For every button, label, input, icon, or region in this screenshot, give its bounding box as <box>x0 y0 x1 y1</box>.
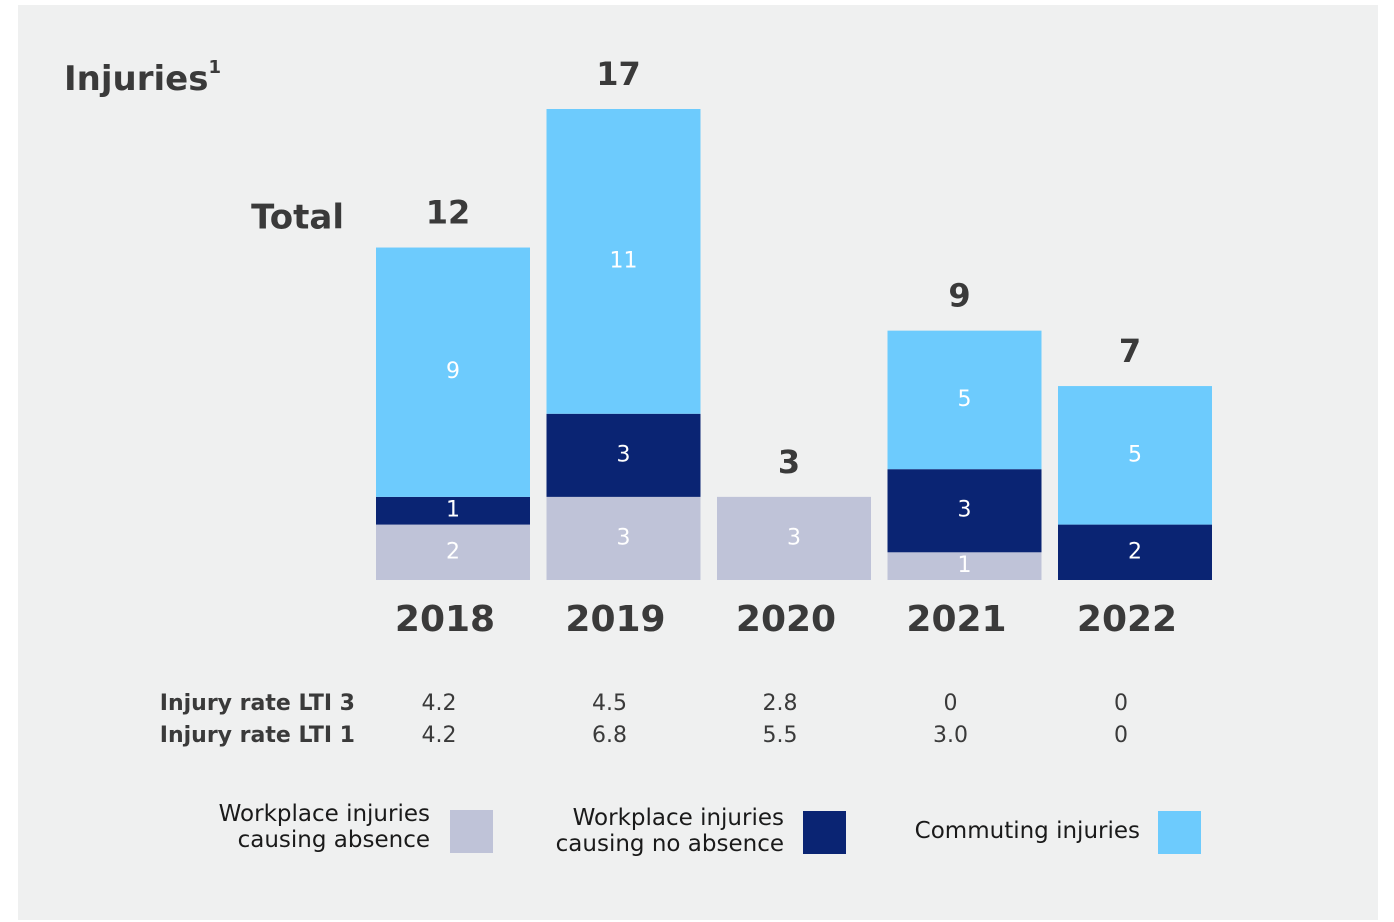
x-tick-label: 2018 <box>395 599 495 640</box>
rate-value: 5.5 <box>763 723 798 748</box>
bar-segment <box>546 109 701 414</box>
segment-label: 3 <box>617 525 631 550</box>
rate-value: 2.8 <box>763 691 798 716</box>
rate-label: Injury rate LTI 1 <box>160 723 355 748</box>
rate-value: 6.8 <box>592 723 627 748</box>
segment-label: 1 <box>958 553 972 578</box>
legend-swatch <box>803 811 846 854</box>
legend-label: Commuting injuries <box>914 818 1140 844</box>
title-note: 1 <box>208 57 221 78</box>
rate-value: 0 <box>1114 723 1128 748</box>
segment-label: 3 <box>787 525 801 550</box>
chart-title: Injuries1 <box>64 57 221 99</box>
segment-label: 5 <box>1128 442 1142 467</box>
bar-segment <box>887 330 1042 470</box>
x-tick-label: 2020 <box>736 599 836 640</box>
rate-value: 3.0 <box>933 723 968 748</box>
bar-segment <box>887 469 1042 553</box>
bar-segment <box>546 496 701 580</box>
bar-segment <box>376 524 530 580</box>
x-tick-label: 2022 <box>1077 599 1177 640</box>
total-label: 17 <box>596 55 641 93</box>
segment-label: 11 <box>610 248 638 273</box>
rate-value: 4.2 <box>422 691 457 716</box>
legend-label: Workplace injuries causing no absence <box>555 805 784 857</box>
total-label: Total <box>251 198 344 238</box>
segment-label: 3 <box>958 498 972 523</box>
bar-segment <box>1058 386 1212 525</box>
legend-swatch <box>450 810 493 853</box>
bar-segment <box>376 496 530 525</box>
segment-label: 5 <box>958 387 972 412</box>
total-label: 12 <box>426 194 471 232</box>
bar-segment <box>887 552 1042 580</box>
rate-value: 0 <box>1114 691 1128 716</box>
bar-segment <box>1058 524 1212 580</box>
bar-segment <box>376 247 530 497</box>
total-label: 3 <box>778 443 800 481</box>
bar-segment <box>717 496 871 580</box>
total-label: 9 <box>948 277 970 315</box>
bar-segment <box>546 413 701 497</box>
x-tick-label: 2021 <box>906 599 1006 640</box>
total-label: 7 <box>1119 332 1141 370</box>
rate-value: 4.2 <box>422 723 457 748</box>
legend-swatch <box>1158 811 1201 854</box>
title-text: Injuries <box>64 59 208 99</box>
rate-value: 4.5 <box>592 691 627 716</box>
rate-label: Injury rate LTI 3 <box>160 691 355 716</box>
segment-label: 2 <box>1128 539 1142 564</box>
segment-label: 9 <box>446 359 460 384</box>
legend-label: Workplace injuries causing absence <box>218 801 430 853</box>
rate-value: 0 <box>944 691 958 716</box>
segment-label: 1 <box>446 498 460 523</box>
x-tick-label: 2019 <box>565 599 665 640</box>
segment-label: 2 <box>446 539 460 564</box>
segment-label: 3 <box>617 442 631 467</box>
